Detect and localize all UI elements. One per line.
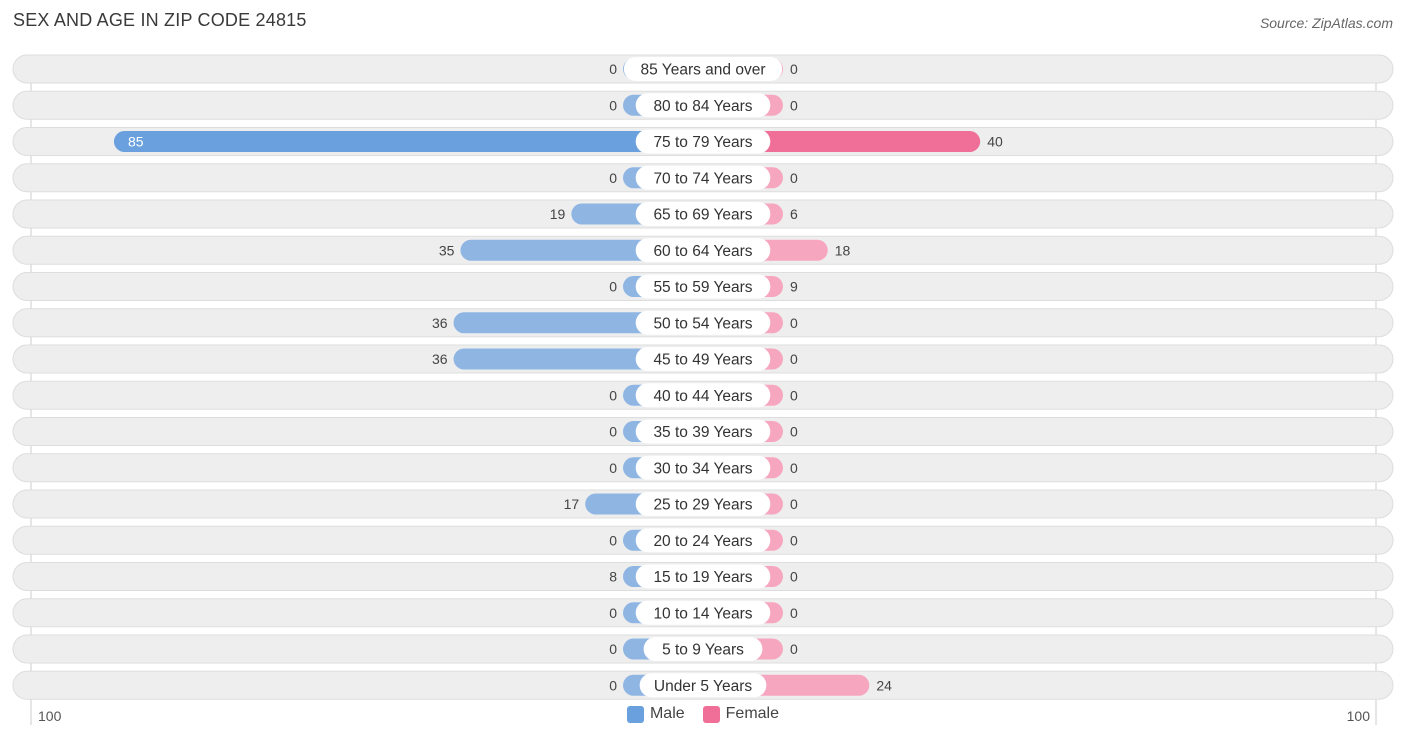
category-pill (635, 274, 771, 299)
category-pill (635, 492, 771, 516)
legend: Male Female (0, 705, 1406, 723)
category-label: 20 to 24 Years (653, 533, 752, 550)
chart-title: SEX AND AGE IN ZIP CODE 24815 (13, 10, 307, 30)
male-value-label: 0 (609, 641, 617, 657)
male-value-label: 0 (609, 460, 617, 476)
category-label: 75 to 79 Years (653, 134, 752, 151)
female-value-label: 0 (790, 460, 798, 476)
category-label: 35 to 39 Years (653, 424, 752, 441)
male-value-label: 85 (128, 134, 144, 150)
male-value-label: 0 (609, 605, 617, 621)
male-value-label: 35 (439, 242, 455, 258)
legend-label-male: Male (649, 705, 685, 722)
female-value-label: 0 (790, 97, 798, 113)
axis-right-label: 100 (1346, 708, 1370, 724)
male-value-label: 19 (550, 206, 566, 222)
category-label: 10 to 14 Years (653, 605, 752, 622)
category-label: Under 5 Years (654, 678, 752, 695)
category-pill (635, 383, 771, 408)
male-value-label: 0 (609, 97, 617, 113)
category-pill (623, 57, 783, 81)
female-value-label: 0 (790, 387, 798, 403)
category-label: 70 to 74 Years (653, 170, 752, 187)
source-label: Source: ZipAtlas.com (1259, 15, 1393, 31)
axis-left-label: 100 (38, 708, 62, 724)
male-value-label: 0 (609, 532, 617, 548)
category-label: 30 to 34 Years (653, 460, 752, 477)
female-value-label: 0 (790, 351, 798, 367)
male-bar (113, 131, 703, 152)
category-label: 85 Years and over (641, 62, 766, 79)
category-label: 50 to 54 Years (653, 315, 752, 332)
category-label: 55 to 59 Years (653, 279, 752, 296)
male-value-label: 0 (609, 61, 617, 77)
male-swatch (626, 705, 644, 723)
category-pill (635, 238, 771, 263)
category-label: 25 to 29 Years (653, 497, 752, 514)
category-label: 60 to 64 Years (653, 243, 752, 260)
female-value-label: 18 (835, 242, 851, 258)
male-value-label: 0 (609, 279, 617, 295)
male-value-label: 36 (432, 315, 448, 331)
female-value-label: 0 (790, 315, 798, 331)
category-pill (635, 600, 771, 625)
female-bar (703, 131, 981, 152)
legend-item-female: Female (702, 705, 780, 723)
category-pill (635, 129, 771, 154)
female-value-label: 0 (790, 532, 798, 548)
male-value-label: 0 (609, 424, 617, 440)
male-value-label: 0 (609, 387, 617, 403)
category-pill (635, 347, 771, 371)
category-pill (635, 564, 771, 589)
female-value-label: 0 (790, 170, 798, 186)
category-label: 80 to 84 Years (653, 98, 752, 115)
category-pill (635, 455, 771, 480)
category-pill (635, 202, 771, 226)
female-value-label: 0 (790, 569, 798, 585)
female-swatch (702, 705, 720, 723)
category-pill (635, 165, 771, 190)
female-value-label: 0 (790, 605, 798, 621)
category-label: 45 to 49 Years (653, 352, 752, 369)
male-value-label: 0 (609, 677, 617, 693)
category-pill (635, 310, 771, 335)
female-value-label: 0 (790, 61, 798, 77)
legend-item-male: Male (626, 705, 685, 723)
female-value-label: 0 (790, 496, 798, 512)
category-label: 65 to 69 Years (653, 207, 752, 224)
female-value-label: 0 (790, 641, 798, 657)
category-label: 15 to 19 Years (653, 569, 752, 586)
category-pill (635, 419, 771, 444)
female-value-label: 0 (790, 424, 798, 440)
male-value-label: 8 (609, 569, 617, 585)
category-pill (635, 528, 771, 553)
category-pill (643, 637, 763, 661)
female-value-label: 6 (790, 206, 798, 222)
male-value-label: 17 (564, 496, 580, 512)
category-pill (639, 673, 767, 698)
female-value-label: 40 (987, 134, 1003, 150)
category-label: 40 to 44 Years (653, 388, 752, 405)
female-value-label: 24 (876, 677, 892, 693)
female-value-label: 9 (790, 279, 798, 295)
category-label: 5 to 9 Years (662, 642, 744, 659)
male-value-label: 36 (432, 351, 448, 367)
legend-label-female: Female (725, 705, 780, 722)
male-value-label: 0 (609, 170, 617, 186)
category-pill (635, 93, 771, 118)
